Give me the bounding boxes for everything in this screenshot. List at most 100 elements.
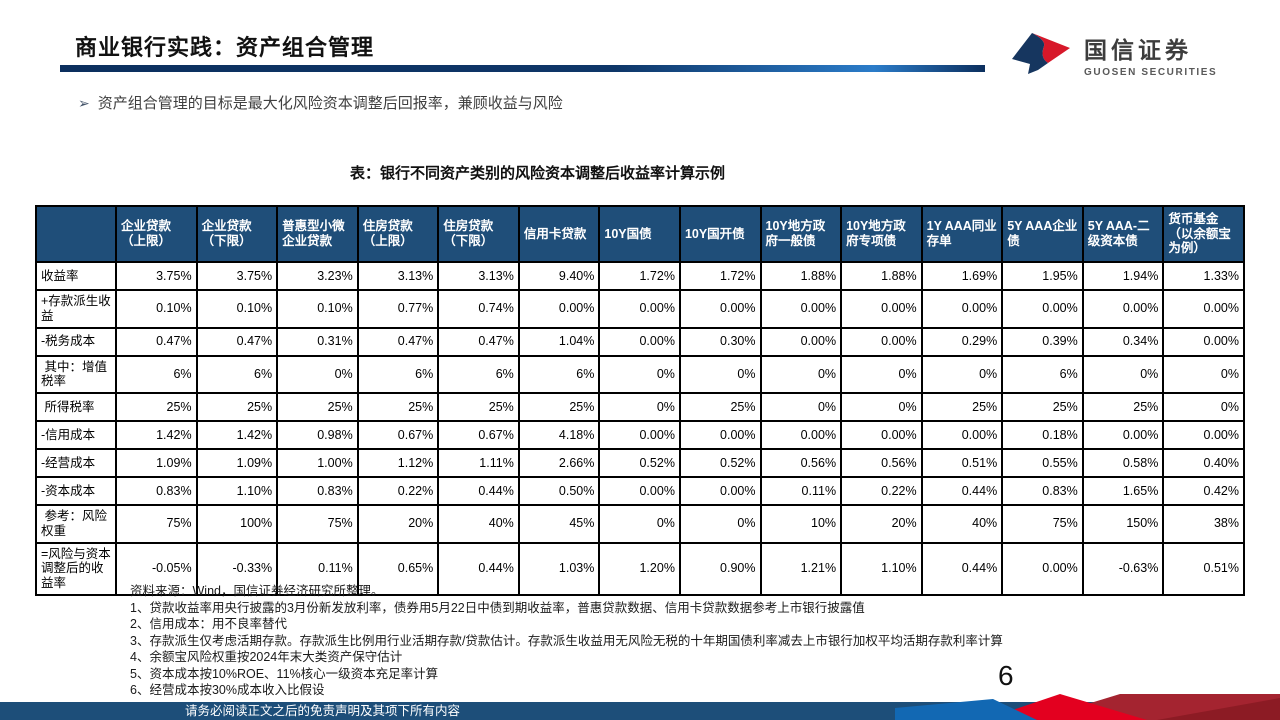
table-cell: 3.13% xyxy=(356,261,440,291)
table-cell: 0.83% xyxy=(276,476,359,506)
title-underline-bar xyxy=(60,65,985,72)
table-cell: 0.31% xyxy=(276,326,359,357)
table-cell: 0.67% xyxy=(356,420,440,450)
table-cell: 0% xyxy=(759,392,843,422)
table-cell: 1.03% xyxy=(517,541,601,596)
table-cell: 3.75% xyxy=(115,261,198,291)
footnote-line: 5、资本成本按10%ROE、11%核心一级资本充足率计算 xyxy=(130,666,439,681)
risk-adjusted-return-table: 企业贷款（上限） 企业贷款（下限） 普惠型小微企业贷款 住房贷款（上限） 住房贷款（下限… xyxy=(35,205,1245,596)
table-cell: 6% xyxy=(115,354,198,394)
table-cell: 9.40% xyxy=(517,261,601,291)
bullet-text: 资产组合管理的目标是最大化风险资本调整后回报率，兼顾收益与风险 xyxy=(97,95,563,112)
table-cell: 0.65% xyxy=(356,541,440,596)
table-cell: 1.20% xyxy=(598,541,681,596)
table-cell: 1.00% xyxy=(276,448,359,478)
table-cell: 0.47% xyxy=(115,326,198,357)
table-cell: 0.98% xyxy=(276,420,359,450)
table-cell: 0.00% xyxy=(1162,326,1245,357)
table-cell: 40% xyxy=(920,504,1004,544)
table-cell: 25% xyxy=(356,392,440,422)
table-cell: 0.74% xyxy=(437,289,520,329)
table-cell: 25% xyxy=(437,392,520,422)
table-cell: 3.23% xyxy=(276,261,359,291)
table-cell: 0.00% xyxy=(1001,289,1084,329)
table-cell: 20% xyxy=(356,504,440,544)
column-header: 住房贷款（上限） xyxy=(356,205,440,263)
table-cell: 1.09% xyxy=(115,448,198,478)
table-cell: 25% xyxy=(1081,392,1165,422)
table-cell: 0% xyxy=(1162,392,1245,422)
table-cell: 1.04% xyxy=(517,326,601,357)
table-cell: 1.42% xyxy=(115,420,198,450)
table-cell: 0.83% xyxy=(1001,476,1084,506)
table-cell: 150% xyxy=(1081,504,1165,544)
table-cell: 1.10% xyxy=(840,541,923,596)
table-cell: 25% xyxy=(920,392,1004,422)
table-cell: 0.00% xyxy=(920,289,1004,329)
column-header: 5Y AAA企业债 xyxy=(1001,205,1084,263)
table-cell: 0.55% xyxy=(1001,448,1084,478)
arrow-bullet-icon: ➢ xyxy=(78,95,90,111)
table-cell: 20% xyxy=(840,504,923,544)
corner-cell xyxy=(35,205,117,263)
column-header: 住房贷款（下限） xyxy=(437,205,520,263)
table-cell: 0.00% xyxy=(1162,289,1245,329)
column-header: 5Y AAA-二级资本债 xyxy=(1081,205,1165,263)
column-header: 普惠型小微企业贷款 xyxy=(276,205,359,263)
table-cell: 1.72% xyxy=(598,261,681,291)
table-cell: 0.00% xyxy=(920,420,1004,450)
table-cell: 1.21% xyxy=(759,541,843,596)
table-cell: 0.77% xyxy=(356,289,440,329)
table-cell: 0.00% xyxy=(759,326,843,357)
table-cell: 0.22% xyxy=(840,476,923,506)
row-label: -信用成本 xyxy=(35,420,117,450)
table-cell: 0.44% xyxy=(437,476,520,506)
table-cell: 0.00% xyxy=(517,289,601,329)
column-header: 10Y国开债 xyxy=(678,205,762,263)
table-cell: 1.65% xyxy=(1081,476,1165,506)
table-cell: 1.94% xyxy=(1081,261,1165,291)
table-caption: 表：银行不同资产类别的风险资本调整后收益率计算示例 xyxy=(350,165,726,182)
table-cell: 25% xyxy=(517,392,601,422)
footnote-line: 资料来源：Wind，国信证券经济研究所整理。 xyxy=(130,584,384,598)
table-cell: 0% xyxy=(920,354,1004,394)
table-row: -信用成本 1.42% 1.42% 0.98% 0.67% 0.67% 4.18% 0.00%… xyxy=(35,420,1245,450)
table-cell: 0.56% xyxy=(759,448,843,478)
table-cell: 100% xyxy=(195,504,279,544)
column-header: 信用卡贷款 xyxy=(517,205,601,263)
table-cell: 0.00% xyxy=(598,326,681,357)
table-cell: 0.00% xyxy=(1001,541,1084,596)
column-header: 1Y AAA同业存单 xyxy=(920,205,1004,263)
table-cell: 0.22% xyxy=(356,476,440,506)
footnote-line: 6、经营成本按30%成本收入比假设 xyxy=(130,683,325,697)
table-cell: 0.44% xyxy=(920,476,1004,506)
footnote-line: 2、信用成本：用不良率替代 xyxy=(130,617,287,631)
table-cell: 4.18% xyxy=(517,420,601,450)
table-cell: 0.29% xyxy=(920,326,1004,357)
table-cell: 0% xyxy=(276,354,359,394)
table-cell: 0.00% xyxy=(840,289,923,329)
row-label: 收益率 xyxy=(35,261,117,291)
table-cell: 0.44% xyxy=(920,541,1004,596)
table-cell: 1.33% xyxy=(1162,261,1245,291)
row-label: -税务成本 xyxy=(35,326,117,357)
table-cell: 1.12% xyxy=(356,448,440,478)
table-cell: 0.11% xyxy=(276,541,359,596)
table-body: 收益率 3.75% 3.75% 3.23% 3.13% 3.13% 9.40% 1.72% 1.… xyxy=(35,261,1245,596)
row-label: =风险与资本调整后的收益率 xyxy=(35,541,117,596)
table-cell: 38% xyxy=(1162,504,1245,544)
table-cell: 0.44% xyxy=(437,541,520,596)
table-cell: 1.10% xyxy=(195,476,279,506)
table-cell: 0.11% xyxy=(759,476,843,506)
table-cell: 0.00% xyxy=(678,476,762,506)
table-cell: 1.88% xyxy=(840,261,923,291)
table-row: -资本成本 0.83% 1.10% 0.83% 0.22% 0.44% 0.50% 0.00%… xyxy=(35,476,1245,506)
table-cell: 0% xyxy=(598,392,681,422)
table-header: 企业贷款（上限） 企业贷款（下限） 普惠型小微企业贷款 住房贷款（上限） 住房贷款（下限… xyxy=(35,205,1245,263)
table-cell: 2.66% xyxy=(517,448,601,478)
footnotes: 资料来源：Wind，国信证券经济研究所整理。 1、贷款收益率用央行披露的3月份新发… xyxy=(130,583,1003,699)
table-cell: 0.10% xyxy=(276,289,359,329)
table-cell: 0.58% xyxy=(1081,448,1165,478)
table-cell: 0.51% xyxy=(1162,541,1245,596)
table-cell: 0.50% xyxy=(517,476,601,506)
